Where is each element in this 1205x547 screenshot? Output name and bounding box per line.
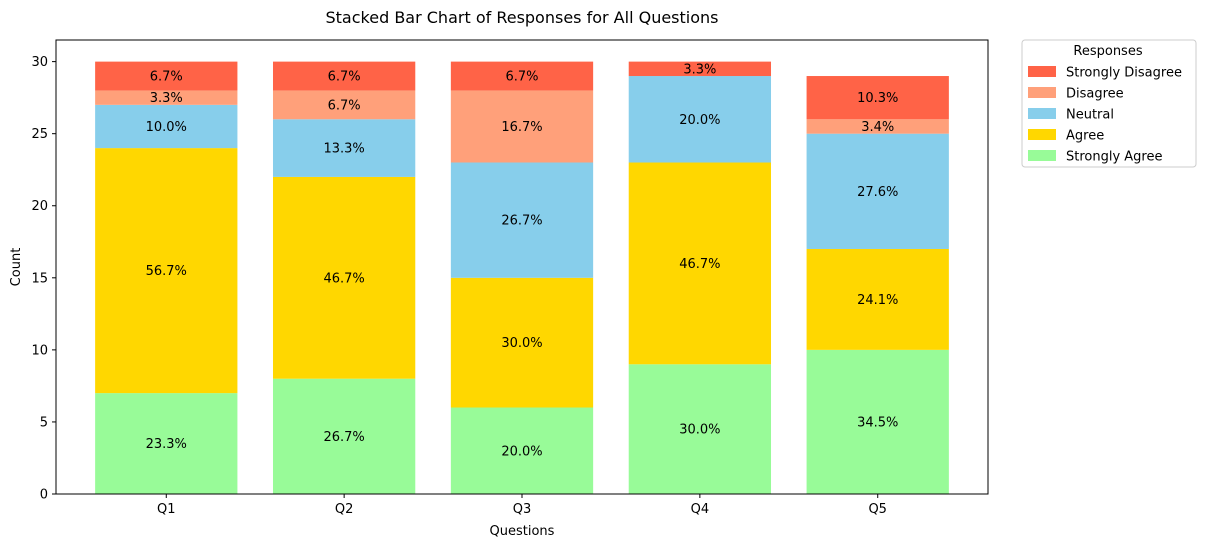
segment-label: 27.6% xyxy=(857,185,898,200)
x-tick-label: Q1 xyxy=(157,502,176,517)
bar-segment-q2-disagree xyxy=(272,90,416,120)
bar-segment-q1-strongly-agree xyxy=(95,393,238,494)
x-tick-label: Q2 xyxy=(335,502,354,517)
y-tick-label: 5 xyxy=(40,415,48,430)
y-tick-label: 30 xyxy=(31,55,48,70)
bar-segment-q2-neutral xyxy=(272,119,416,177)
legend-items: Strongly Disagree Disagree Neutral Agree Str… xyxy=(1028,66,1182,165)
x-tick-label: Q5 xyxy=(868,502,887,517)
segment-label: 6.7% xyxy=(328,70,361,85)
segment-label: 6.7% xyxy=(328,98,361,113)
bar-segment-q1-neutral xyxy=(95,104,238,149)
segment-label: 46.7% xyxy=(323,271,364,286)
legend-entry-label: Disagree xyxy=(1066,87,1124,102)
y-tick-label: 20 xyxy=(31,199,48,214)
x-axis-label: Questions xyxy=(490,524,555,539)
segment-label: 13.3% xyxy=(323,142,364,157)
x-tick-label: Q4 xyxy=(691,502,710,517)
segment-label: 46.7% xyxy=(679,257,720,272)
chart-title: Stacked Bar Chart of Responses for All Q… xyxy=(326,8,719,27)
y-tick-label: 10 xyxy=(31,343,48,358)
bar-segment-q2-strongly-disagree xyxy=(272,61,416,91)
bar-segment-q3-strongly-disagree xyxy=(450,61,594,91)
segment-label: 10.0% xyxy=(146,120,187,135)
segment-label: 26.7% xyxy=(501,214,542,229)
segment-label: 24.1% xyxy=(857,293,898,308)
segment-label: 10.3% xyxy=(857,91,898,106)
y-axis: 0 5 10 15 20 25 30 xyxy=(31,55,56,503)
segment-label: 34.5% xyxy=(857,415,898,430)
legend-title: Responses xyxy=(1073,44,1142,59)
bar-segment-q4-agree xyxy=(628,162,772,365)
y-tick-label: 0 xyxy=(40,488,48,503)
legend-entry-label: Agree xyxy=(1066,129,1104,144)
y-axis-label: Count xyxy=(9,248,24,287)
bar-segment-q5-agree xyxy=(806,248,949,350)
segment-label: 16.7% xyxy=(501,120,542,135)
bar-segment-q5-disagree xyxy=(806,119,949,134)
legend-swatch xyxy=(1028,66,1056,77)
legend-swatch xyxy=(1028,87,1056,98)
legend-entry-label: Strongly Disagree xyxy=(1066,66,1182,81)
bar-segment-q2-agree xyxy=(272,176,416,379)
segment-labels-group: 23.3% 26.7% 20.0% 30.0% 34.5% 56.7% 46.7% 30.0%… xyxy=(146,62,899,459)
segment-label: 3.3% xyxy=(150,91,183,106)
segment-label: 20.0% xyxy=(501,444,542,459)
legend-swatch xyxy=(1028,108,1056,119)
bar-segment-q4-neutral xyxy=(628,76,772,163)
x-tick-label: Q3 xyxy=(513,502,532,517)
bar-segment-q4-strongly-disagree xyxy=(628,61,772,77)
legend: Responses Strongly Disagree Disagree Neutr… xyxy=(1021,39,1197,168)
bar-segment-q3-agree xyxy=(450,277,594,408)
bar-segment-q1-agree xyxy=(95,148,238,394)
legend-box xyxy=(1021,39,1197,168)
segment-label: 3.3% xyxy=(683,62,716,77)
segment-label: 20.0% xyxy=(679,113,720,128)
segment-label: 23.3% xyxy=(146,437,187,452)
bar-segment-q5-strongly-agree xyxy=(806,349,949,494)
y-tick-label: 15 xyxy=(31,271,48,286)
segment-label: 3.4% xyxy=(861,120,894,135)
segment-label: 30.0% xyxy=(679,423,720,438)
segment-label: 30.0% xyxy=(501,336,542,351)
plot-area: 23.3% 26.7% 20.0% 30.0% 34.5% 56.7% 46.7% 30.0%… xyxy=(55,39,989,495)
bar-segment-q4-strongly-agree xyxy=(628,364,772,494)
y-tick-label: 25 xyxy=(31,127,48,142)
segment-label: 56.7% xyxy=(146,264,187,279)
segment-label: 26.7% xyxy=(323,430,364,445)
legend-swatch xyxy=(1028,129,1056,140)
bar-segment-q3-neutral xyxy=(450,162,594,278)
bar-segment-q1-strongly-disagree xyxy=(95,61,238,91)
legend-entry-label: Strongly Agree xyxy=(1066,150,1163,165)
bar-segment-q2-strongly-agree xyxy=(272,378,416,494)
bar-segment-q3-strongly-agree xyxy=(450,407,594,494)
bar-segment-q3-disagree xyxy=(450,90,594,163)
legend-entry-label: Neutral xyxy=(1066,108,1114,123)
legend-swatch xyxy=(1028,150,1056,161)
bar-segment-q5-neutral xyxy=(806,133,949,249)
bars-group xyxy=(95,61,949,494)
bar-segment-q1-disagree xyxy=(95,90,238,105)
x-axis: Q1 Q2 Q3 Q4 Q5 xyxy=(157,494,887,517)
segment-label: 6.7% xyxy=(150,70,183,85)
segment-label: 6.7% xyxy=(505,70,538,85)
bar-segment-q5-strongly-disagree xyxy=(806,76,949,120)
